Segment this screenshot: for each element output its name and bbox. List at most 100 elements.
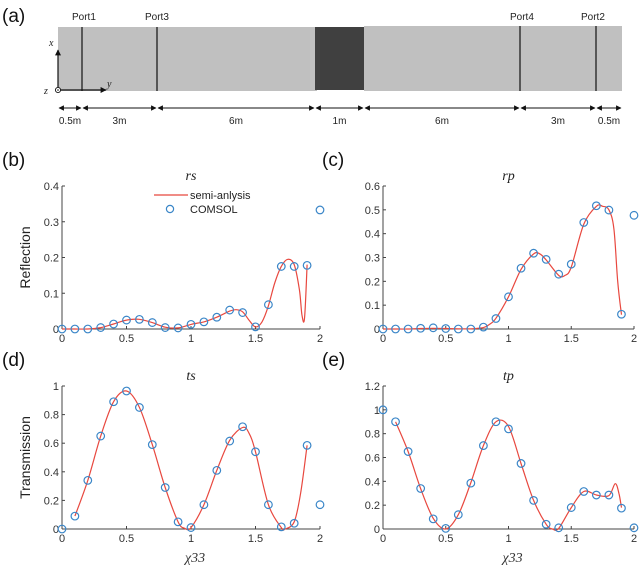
chart-panel-d: (d) ts 0 0.2 0.4 0.6 0.8 1 0 0.5 1 1.5 2 Transmission… bbox=[2, 350, 325, 566]
x-tick-label: 0 bbox=[380, 333, 386, 345]
data-point-comsol bbox=[428, 323, 438, 333]
data-point-comsol bbox=[566, 503, 576, 512]
x-tick-label: 0 bbox=[380, 533, 386, 545]
data-point-comsol bbox=[96, 323, 106, 332]
data-point-comsol bbox=[238, 422, 248, 432]
data-point-comsol bbox=[554, 523, 564, 533]
data-point-comsol bbox=[134, 314, 144, 324]
y-tick-label: 0.6 bbox=[44, 438, 59, 450]
y-tick-label: 0 bbox=[53, 324, 59, 336]
legend-marker-swatch bbox=[165, 204, 175, 214]
y-tick-label: 0.8 bbox=[365, 429, 380, 441]
y-tick-label: 0.5 bbox=[365, 205, 380, 217]
data-point-comsol bbox=[70, 324, 80, 334]
data-point-comsol bbox=[57, 324, 67, 334]
data-point-comsol bbox=[629, 523, 639, 533]
x-tick-label: 1.5 bbox=[248, 533, 263, 545]
data-point-comsol bbox=[199, 500, 209, 510]
charts: (b) rs 0 0.1 0.2 0.3 0.4 0 0.5 1 1.5 2 Reflection (c)… bbox=[2, 150, 639, 566]
y-tick-label: 0 bbox=[374, 524, 380, 536]
dimension-label: 3m bbox=[551, 116, 565, 127]
data-point-comsol bbox=[541, 255, 551, 264]
y-tick-label: 0.2 bbox=[44, 495, 59, 507]
chart-title: rp bbox=[502, 169, 514, 184]
data-point-comsol bbox=[466, 478, 476, 488]
axis-label-y: y bbox=[106, 79, 112, 90]
data-point-comsol bbox=[173, 517, 183, 527]
data-point-comsol bbox=[416, 323, 426, 333]
legend-line-label: semi-anlysis bbox=[190, 190, 251, 202]
y-tick-label: 0.2 bbox=[44, 253, 59, 265]
x-tick-label: 1.5 bbox=[564, 333, 579, 345]
panel-label-a: (a) bbox=[2, 6, 25, 27]
data-point-comsol bbox=[264, 500, 273, 510]
chart-panel-c: (c) rp 0 0.1 0.2 0.3 0.4 0.5 0.6 0 0.5 1 1.5 2 bbox=[322, 150, 639, 345]
data-point-comsol bbox=[225, 436, 235, 446]
y-tick-label: 0.4 bbox=[44, 467, 59, 479]
y-tick-label: 0.4 bbox=[365, 229, 380, 241]
data-point-comsol bbox=[122, 315, 131, 325]
chart-title: tp bbox=[503, 369, 514, 384]
data-point-comsol bbox=[251, 322, 260, 332]
data-point-comsol bbox=[199, 317, 209, 327]
data-point-comsol bbox=[441, 324, 451, 333]
data-point-comsol bbox=[70, 511, 80, 521]
data-point-comsol bbox=[378, 405, 388, 415]
x-axis-label: χ33 bbox=[183, 551, 205, 566]
data-point-comsol bbox=[212, 465, 222, 475]
data-point-comsol bbox=[251, 447, 260, 457]
data-point-comsol bbox=[109, 397, 118, 407]
data-point-comsol bbox=[147, 318, 157, 327]
series-line-semi-anlysis bbox=[62, 258, 308, 330]
data-point-comsol bbox=[96, 431, 106, 441]
data-point-comsol bbox=[453, 324, 463, 334]
data-point-comsol bbox=[122, 386, 131, 396]
data-point-comsol bbox=[629, 210, 639, 220]
axis-label-x: x bbox=[48, 38, 54, 49]
y-tick-label: 0.6 bbox=[365, 453, 380, 465]
panel-label-d: (d) bbox=[2, 350, 25, 371]
data-point-comsol bbox=[160, 483, 170, 492]
dimension-label: 0.5m bbox=[59, 116, 81, 127]
x-tick-label: 0.5 bbox=[438, 533, 453, 545]
data-point-comsol bbox=[276, 262, 286, 271]
data-point-comsol bbox=[378, 324, 388, 334]
y-tick-label: 1.2 bbox=[365, 381, 380, 393]
x-tick-label: 0.5 bbox=[119, 533, 134, 545]
data-point-comsol bbox=[186, 523, 196, 532]
y-tick-label: 0 bbox=[374, 324, 380, 336]
data-point-comsol bbox=[83, 324, 93, 334]
y-axis-label: Transmission bbox=[17, 416, 33, 499]
x-tick-label: 2 bbox=[631, 333, 637, 345]
data-point-comsol bbox=[57, 524, 67, 534]
x-tick-label: 1 bbox=[505, 533, 511, 545]
y-tick-label: 0.3 bbox=[44, 217, 59, 229]
x-tick-label: 2 bbox=[317, 533, 323, 545]
y-tick-label: 0.4 bbox=[44, 181, 59, 193]
x-tick-label: 2 bbox=[631, 533, 637, 545]
data-point-comsol bbox=[529, 248, 538, 258]
data-point-comsol bbox=[212, 312, 222, 322]
series-line-semi-anlysis bbox=[383, 204, 623, 330]
y-tick-label: 0.1 bbox=[365, 300, 380, 312]
slab bbox=[315, 27, 364, 90]
x-tick-label: 1 bbox=[188, 333, 194, 345]
panel-label-e: (e) bbox=[322, 350, 345, 371]
series-line-semi-anlysis bbox=[395, 419, 623, 531]
data-point-comsol bbox=[109, 319, 118, 329]
chart-panel-e: (e) tp 0 0.2 0.4 0.6 0.8 1 1.2 0 0.5 1 1.5 2 χ33 bbox=[322, 350, 639, 566]
chart-title: ts bbox=[186, 369, 196, 384]
x-tick-label: 0.5 bbox=[119, 333, 134, 345]
y-tick-label: 0.8 bbox=[44, 410, 59, 422]
data-point-comsol bbox=[617, 309, 626, 319]
x-tick-label: 1 bbox=[505, 333, 511, 345]
dimension-label: 6m bbox=[435, 116, 449, 127]
port3-label: Port3 bbox=[145, 12, 169, 23]
data-point-comsol bbox=[504, 424, 513, 434]
dimension-label: 6m bbox=[229, 116, 243, 127]
y-axis-label: Reflection bbox=[17, 226, 33, 288]
panel-a-diagram: (a) Port1 Port3 Port4 Port2 x y z 0.5m 3m… bbox=[2, 6, 622, 127]
x-tick-label: 1.5 bbox=[248, 333, 263, 345]
data-point-comsol bbox=[289, 518, 299, 528]
